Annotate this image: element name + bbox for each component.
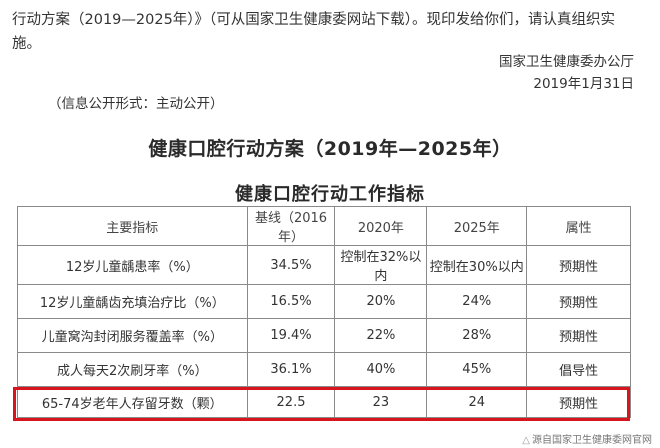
watermark-text: 源自国家卫生健康委网官网 [532, 435, 652, 446]
target-2020-cell: 22% [334, 318, 428, 353]
table-row: 12岁儿童龋患率（%） 34.5% 控制在32%以内 控制在30%以内 预期性 [17, 245, 631, 285]
indicator-cell: 儿童窝沟封闭服务覆盖率（%） [17, 318, 248, 353]
target-2020-cell: 40% [334, 352, 428, 387]
attribute-cell: 预期性 [526, 245, 631, 285]
indicator-cell: 12岁儿童龋患率（%） [17, 245, 248, 285]
header-baseline: 基线（2016年） [246, 206, 336, 246]
target-2025-cell: 控制在30%以内 [426, 245, 528, 285]
target-2025-cell: 24 [426, 386, 528, 418]
highlight-box [13, 387, 630, 421]
target-2020-cell: 20% [334, 284, 428, 319]
header-2025: 2025年 [426, 206, 528, 246]
baseline-cell: 22.5 [246, 386, 336, 418]
attribute-cell: 倡导性 [526, 352, 631, 387]
header-indicator: 主要指标 [17, 206, 248, 246]
issuer-name: 国家卫生健康委办公厅 [499, 54, 634, 70]
indicator-cell: 成人每天2次刷牙率（%） [17, 352, 248, 387]
target-2020-cell: 控制在32%以内 [334, 245, 428, 285]
baseline-cell: 16.5% [246, 284, 336, 319]
baseline-cell: 19.4% [246, 318, 336, 353]
issue-date: 2019年1月31日 [533, 76, 634, 92]
target-2025-cell: 28% [426, 318, 528, 353]
header-2020: 2020年 [334, 206, 428, 246]
warning-triangle-icon: △ [522, 435, 530, 446]
header-attribute: 属性 [526, 206, 631, 246]
source-watermark: △ 源自国家卫生健康委网官网 [522, 431, 652, 446]
table-row: 成人每天2次刷牙率（%） 36.1% 40% 45% 倡导性 [17, 352, 631, 387]
document-title: 健康口腔行动方案（2019年—2025年） [148, 138, 512, 160]
table-header-row: 主要指标 基线（2016年） 2020年 2025年 属性 [17, 206, 631, 246]
table-row: 12岁儿童龋齿充填治疗比（%） 16.5% 20% 24% 预期性 [17, 284, 631, 319]
indicator-cell: 12岁儿童龋齿充填治疗比（%） [17, 284, 248, 319]
attribute-cell: 预期性 [526, 284, 631, 319]
notice-paragraph: 行动方案（2019—2025年）》（可从国家卫生健康委网站下载）。现印发给你们，… [12, 12, 616, 52]
disclosure-note: （信息公开形式：主动公开） [48, 96, 224, 112]
attribute-cell: 预期性 [526, 318, 631, 353]
baseline-cell: 34.5% [246, 245, 336, 285]
baseline-cell: 36.1% [246, 352, 336, 387]
metrics-table: 主要指标 基线（2016年） 2020年 2025年 属性 12岁儿童龋患率（%… [17, 206, 631, 418]
target-2025-cell: 45% [426, 352, 528, 387]
table-title: 健康口腔行动工作指标 [235, 184, 425, 205]
indicator-cell: 65-74岁老年人存留牙数（颗） [17, 386, 248, 418]
table-row: 儿童窝沟封闭服务覆盖率（%） 19.4% 22% 28% 预期性 [17, 318, 631, 353]
target-2025-cell: 24% [426, 284, 528, 319]
